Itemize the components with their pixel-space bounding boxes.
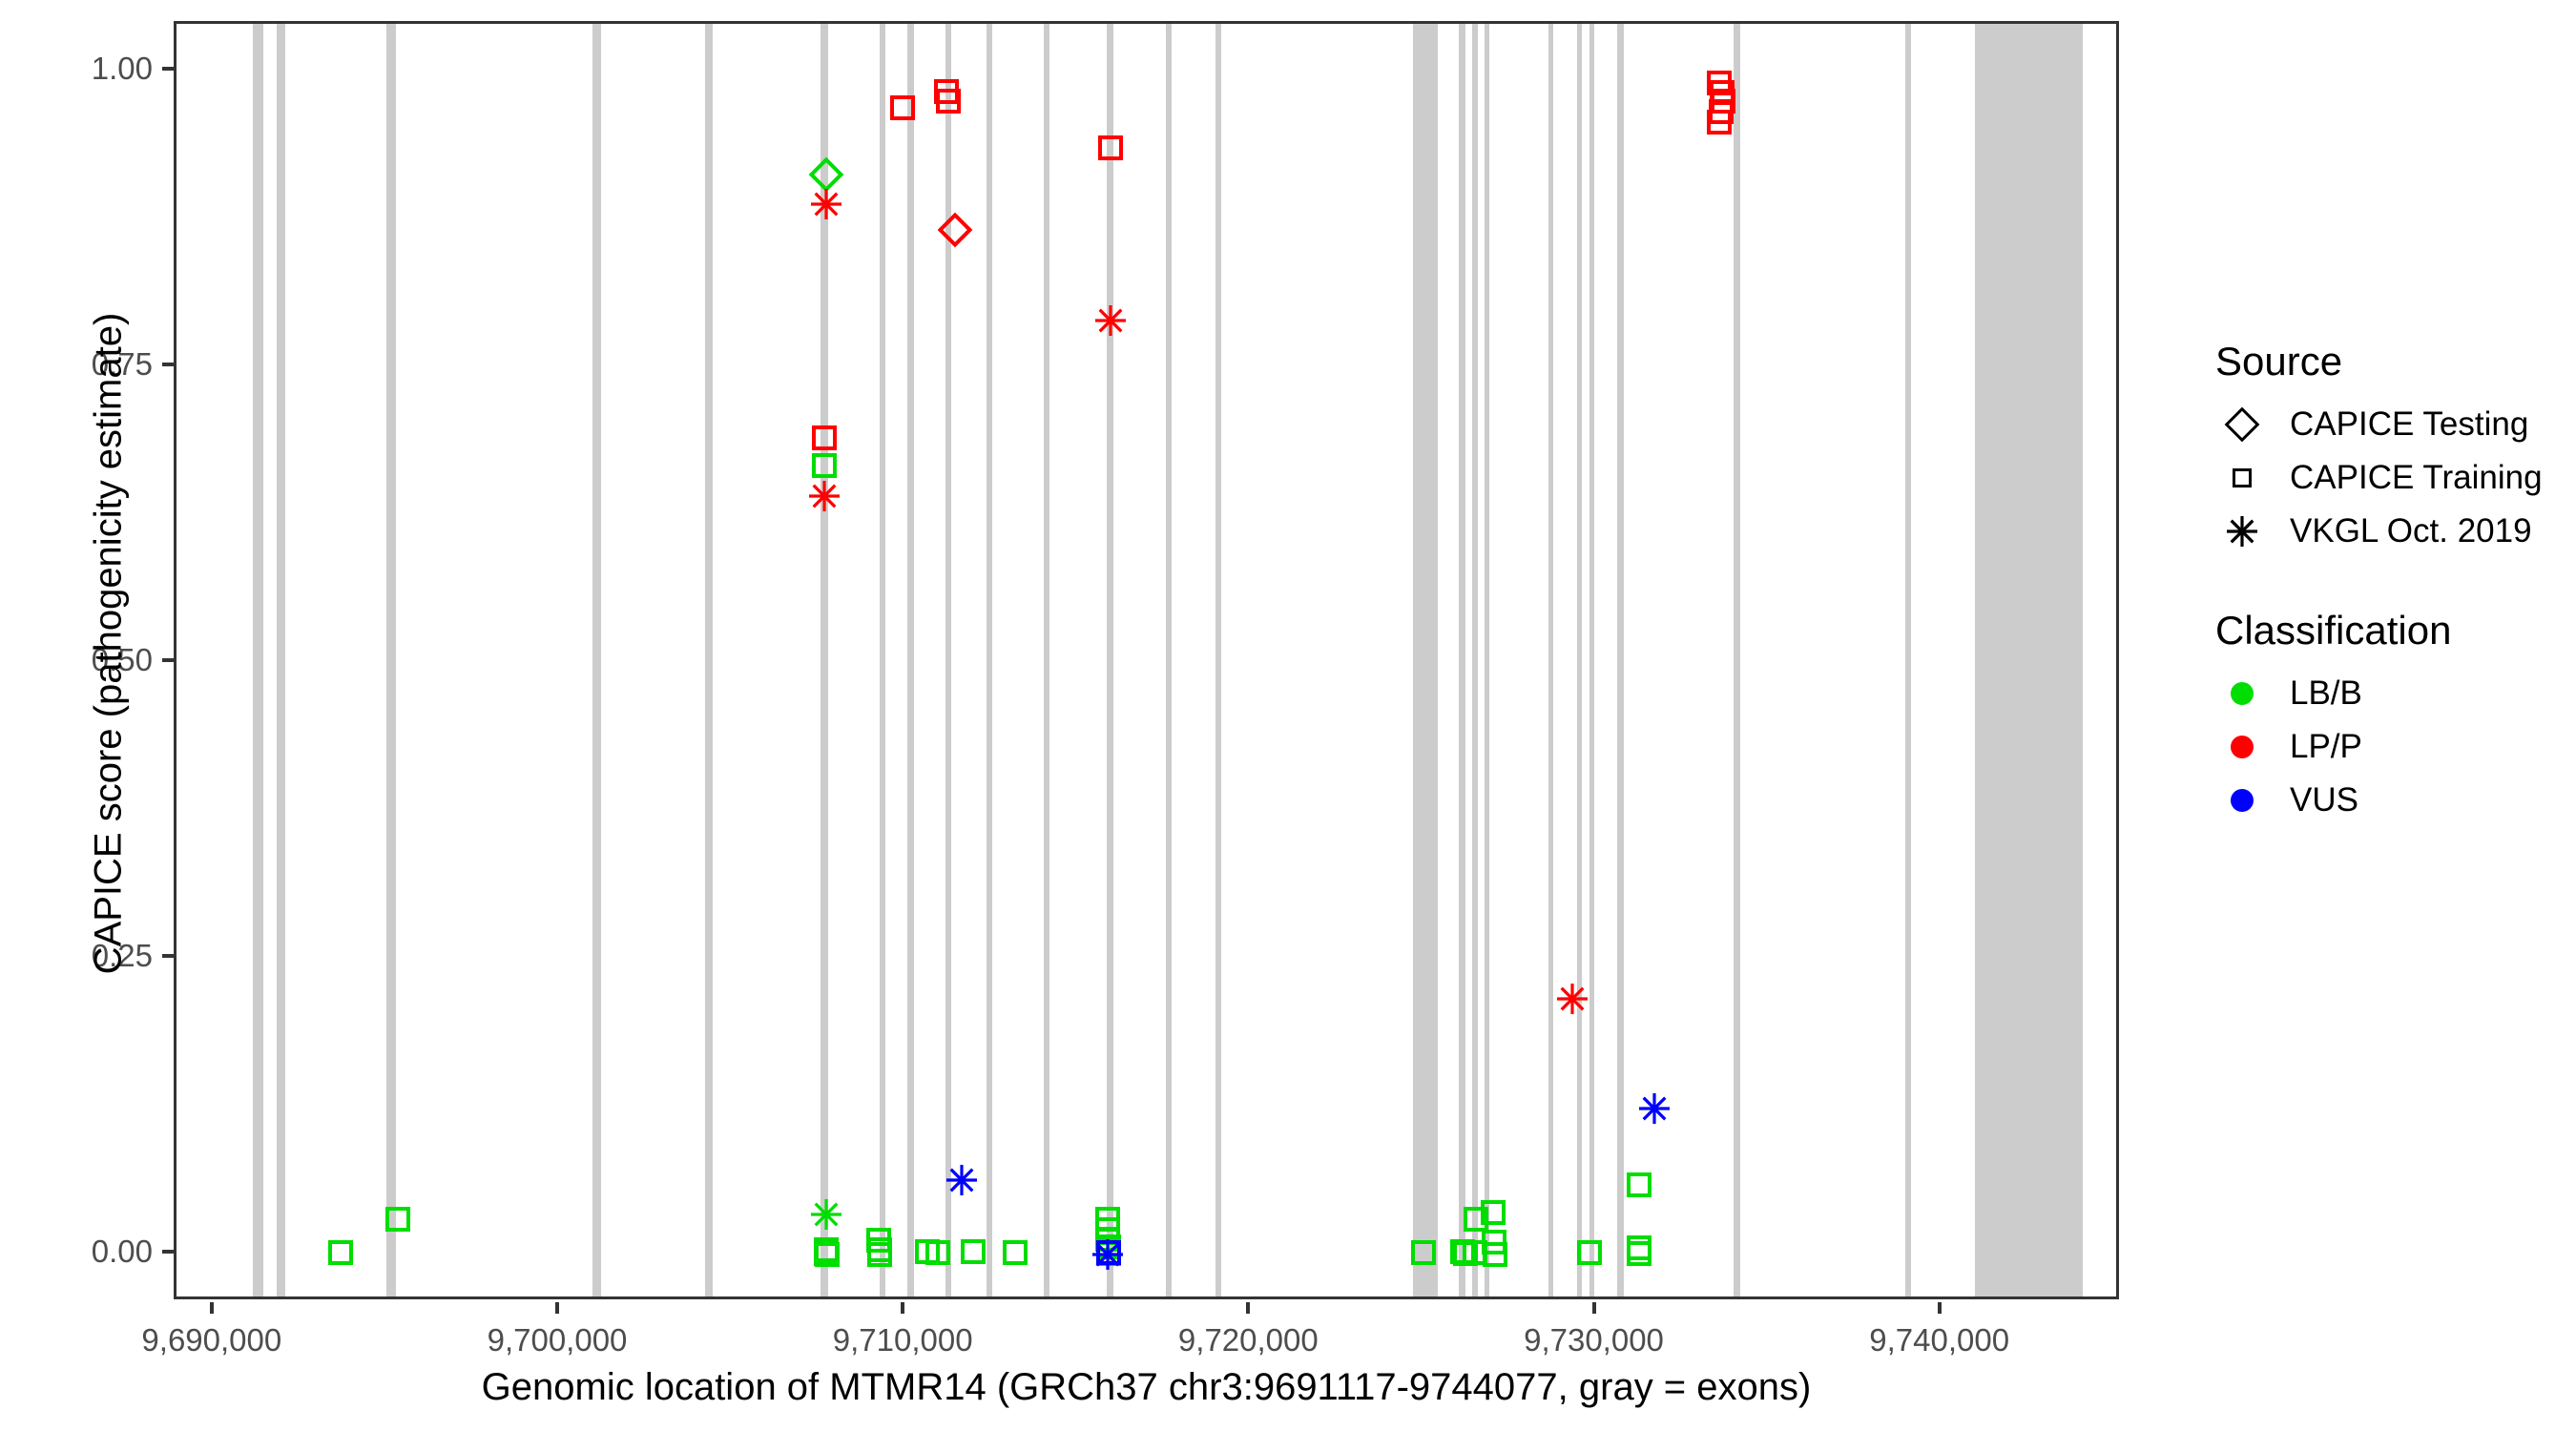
- legend-group-classification: Classification LB/B LP/P VUS: [2215, 608, 2568, 827]
- legend-title-classification: Classification: [2215, 608, 2452, 653]
- legend-key: [2215, 505, 2269, 558]
- star-icon: [2226, 515, 2258, 548]
- exon-band: [1904, 24, 1912, 1296]
- exon-band: [1215, 24, 1222, 1296]
- data-point-square: [328, 1239, 354, 1265]
- x-tick-mark: [1591, 1302, 1596, 1314]
- data-point-star: [1638, 1092, 1671, 1125]
- exon-band: [1975, 24, 2084, 1296]
- data-point-square: [961, 1238, 987, 1264]
- data-point-square: [1711, 88, 1736, 114]
- legend-item-label: VUS: [2290, 781, 2358, 819]
- data-point-square: [1709, 79, 1735, 105]
- x-tick-mark: [209, 1302, 214, 1314]
- data-point-square: [1707, 71, 1733, 96]
- legend-item-label: LP/P: [2290, 728, 2362, 765]
- y-tick-mark: [162, 954, 174, 959]
- x-axis-title: Genomic location of MTMR14 (GRCh37 chr3:…: [481, 1366, 1812, 1408]
- exon-band: [386, 24, 396, 1296]
- exon-band: [879, 24, 886, 1296]
- legend-key: [2215, 774, 2269, 827]
- exon-band: [1734, 24, 1740, 1296]
- exon-band: [705, 24, 714, 1296]
- data-point-star: [1556, 983, 1589, 1015]
- data-point-square: [1707, 109, 1733, 135]
- y-tick-mark: [162, 66, 174, 71]
- exon-band: [1548, 24, 1553, 1296]
- data-point-square: [1708, 98, 1734, 124]
- exon-band: [592, 24, 601, 1296]
- exon-band: [1485, 24, 1490, 1296]
- exon-band: [1043, 24, 1050, 1296]
- y-tick-label: 0.75: [91, 345, 153, 382]
- y-tick-label: 0.00: [91, 1234, 153, 1270]
- data-point-square: [1626, 1172, 1652, 1198]
- x-tick-label: 9,700,000: [487, 1322, 628, 1358]
- exon-band: [820, 24, 829, 1296]
- exon-band: [253, 24, 264, 1296]
- legend-key: [2215, 451, 2269, 505]
- plot-panel: [174, 21, 2119, 1299]
- y-tick-label: 1.00: [91, 50, 153, 86]
- y-tick-mark: [162, 362, 174, 366]
- exon-band: [1459, 24, 1465, 1296]
- legend-key: [2215, 398, 2269, 451]
- legend-item-source[interactable]: CAPICE Training: [2215, 451, 2568, 505]
- legend-item-classification[interactable]: LB/B: [2215, 667, 2568, 720]
- dot-icon: [2231, 789, 2254, 812]
- dot-icon: [2231, 682, 2254, 705]
- x-tick-label: 9,740,000: [1869, 1322, 2010, 1358]
- exon-band: [1165, 24, 1173, 1296]
- exon-band: [1589, 24, 1594, 1296]
- exon-band: [277, 24, 285, 1296]
- exon-band: [1107, 24, 1113, 1296]
- data-point-square: [915, 1238, 941, 1264]
- x-tick-label: 9,720,000: [1177, 1322, 1319, 1358]
- exon-band: [986, 24, 993, 1296]
- legend-key: [2215, 720, 2269, 774]
- y-axis-title: CAPICE score (pathogenicity estimate): [87, 312, 130, 975]
- legend-item-source[interactable]: CAPICE Testing: [2215, 398, 2568, 451]
- exon-band: [945, 24, 952, 1296]
- exon-band: [1616, 24, 1625, 1296]
- x-tick-mark: [901, 1302, 905, 1314]
- square-icon: [2233, 468, 2252, 487]
- data-point-square: [1627, 1241, 1652, 1267]
- legend-item-label: VKGL Oct. 2019: [2290, 512, 2532, 550]
- legend-key: [2215, 667, 2269, 720]
- y-tick-mark: [162, 1250, 174, 1255]
- legend-item-label: CAPICE Training: [2290, 459, 2543, 496]
- x-tick-label: 9,690,000: [141, 1322, 282, 1358]
- x-tick-mark: [1937, 1302, 1942, 1314]
- legend: Source CAPICE Testing CAPICE Training VKGL…: [2215, 339, 2568, 877]
- exon-band: [907, 24, 914, 1296]
- x-tick-label: 9,710,000: [832, 1322, 973, 1358]
- exon-band: [1413, 24, 1438, 1296]
- data-point-square: [1627, 1234, 1652, 1260]
- legend-item-label: CAPICE Testing: [2290, 405, 2529, 443]
- legend-item-source[interactable]: VKGL Oct. 2019: [2215, 505, 2568, 558]
- legend-item-classification[interactable]: VUS: [2215, 774, 2568, 827]
- exon-band: [1471, 24, 1478, 1296]
- data-point-diamond: [937, 212, 972, 248]
- legend-item-classification[interactable]: LP/P: [2215, 720, 2568, 774]
- legend-group-source: Source CAPICE Testing CAPICE Training VKGL…: [2215, 339, 2568, 558]
- x-tick-mark: [1246, 1302, 1251, 1314]
- x-tick-mark: [555, 1302, 559, 1314]
- diamond-icon: [2224, 406, 2260, 443]
- legend-item-label: LB/B: [2290, 674, 2362, 712]
- y-tick-label: 0.25: [91, 938, 153, 974]
- y-tick-mark: [162, 658, 174, 662]
- x-tick-label: 9,730,000: [1524, 1322, 1664, 1358]
- y-tick-label: 0.50: [91, 642, 153, 677]
- data-point-square: [1002, 1239, 1028, 1265]
- legend-title-source: Source: [2215, 339, 2343, 384]
- dot-icon: [2231, 736, 2254, 758]
- exon-band: [1577, 24, 1583, 1296]
